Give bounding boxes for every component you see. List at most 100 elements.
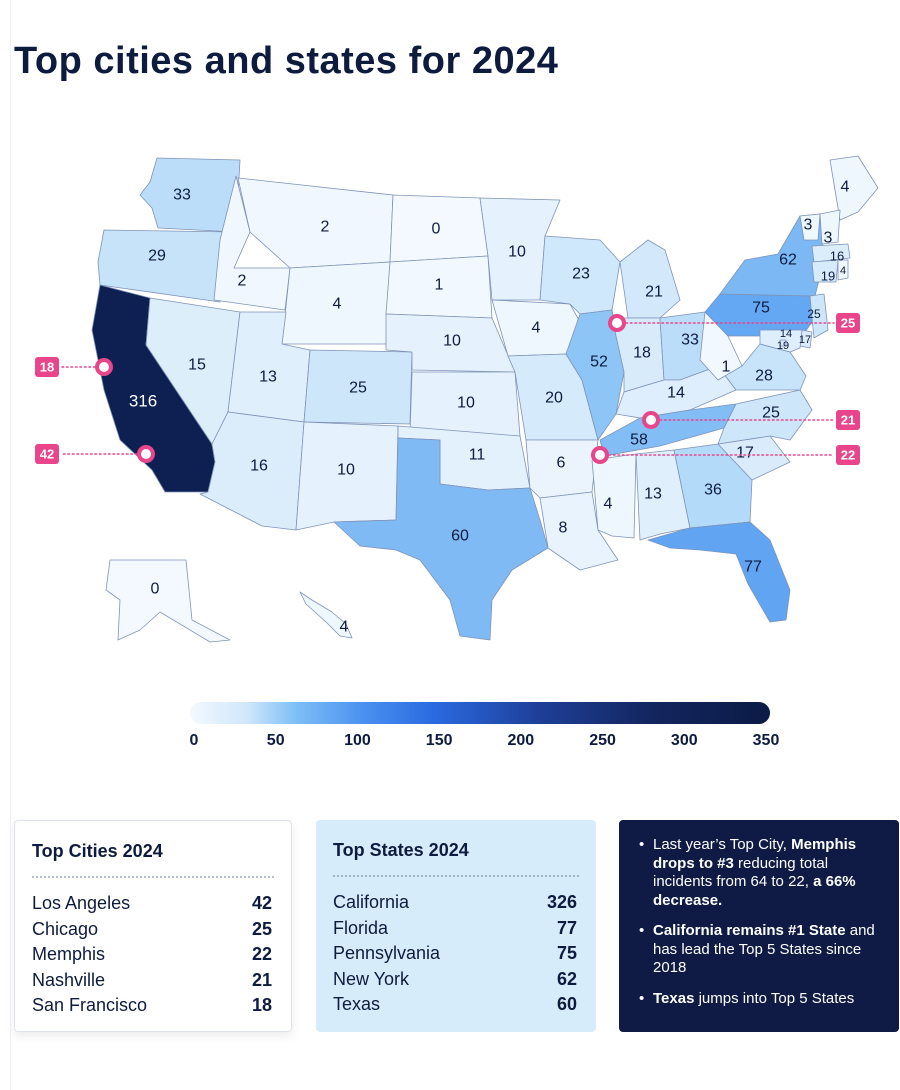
state-value-label: 58 [630,432,648,449]
city-value-label: 18 [40,360,54,375]
city-value-label: 42 [40,447,54,462]
state-value-label: 20 [545,390,563,407]
state-or [97,229,237,303]
state-va [717,343,807,391]
state-value-label: 25 [807,307,821,321]
city-pin [591,446,609,464]
city-pin [642,411,660,429]
note-bold: a 66% decrease. [653,873,856,909]
state-value-label: 36 [704,482,722,499]
state-value-label: 1 [722,359,731,376]
state-value-label: 17 [799,334,811,346]
dotted-divider [32,876,274,878]
city-value-badge [836,313,860,333]
state-wa [139,157,241,233]
state-value-label: 0 [151,581,160,598]
states-layer [91,155,879,643]
top-states-card: Top States 2024 California 326 Florida 77 Pe… [316,820,596,1032]
state-ga [673,443,753,529]
highlight-california: California remains #1 State and has lead… [637,922,885,978]
state-ak [105,559,231,643]
ranking-value: 326 [546,892,577,912]
state-value-label: 16 [250,458,268,475]
state-fl [647,521,791,623]
scale-tick-label: 350 [752,732,780,749]
state-value-label: 2 [238,273,247,290]
state-value-label: 77 [744,559,762,576]
scale-tick-label: 100 [344,732,371,749]
top-states-title: Top States 2024 [333,840,469,860]
dotted-divider [333,875,579,877]
note-text: Last year’s Top City, [653,836,792,853]
city-markers-layer: 18 42 25 21 22 [35,313,860,465]
state-value-label: 15 [188,357,206,374]
state-value-label: 17 [736,445,754,462]
ranking-name: Chicago [32,918,99,939]
state-value-label: 11 [469,447,486,464]
color-scale-bar [190,702,770,724]
state-value-label: 25 [762,405,780,422]
state-ct [811,259,839,283]
state-value-label: 19 [777,340,789,352]
scale-tick-label: 50 [266,732,285,749]
ranking-name: Los Angeles [32,893,131,913]
page-edge-rule [10,0,11,1090]
city-marker: 18 [35,357,113,377]
state-value-label: 19 [821,269,835,284]
state-value-label: 52 [590,354,608,371]
us-choropleth-map: 3329316215241316251001101011601042068235… [35,155,879,643]
city-marker: 22 [591,445,860,465]
highlight-memphis: Last year’s Top City, Memphis drops to #… [637,836,885,910]
ranking-name: California [333,892,410,912]
state-value-label: 4 [840,265,846,277]
city-pin [95,358,113,376]
ranking-row: Chicago 25 [32,917,272,943]
state-value-label: 4 [841,179,850,196]
state-value-label: 4 [532,320,541,337]
state-value-label: 16 [830,249,844,264]
page-title: Top cities and states for 2024 [14,40,559,82]
state-value-label: 10 [337,462,355,479]
city-value-badge [35,357,59,377]
ranking-value: 62 [556,968,577,989]
state-value-label: 4 [604,496,613,513]
ranking-value: 22 [251,944,272,964]
state-mt [237,177,394,269]
state-value-label: 62 [779,252,797,269]
state-value-label: 33 [173,187,191,204]
state-value-label: 18 [633,345,651,362]
ranking-name: Nashville [32,969,106,990]
city-value-label: 25 [841,316,855,331]
ranking-value: 60 [556,994,577,1014]
state-nc [717,389,813,445]
state-value-label: 23 [572,266,590,283]
city-value-badge [35,444,59,464]
state-value-label: 14 [667,385,685,402]
state-value-label: 14 [780,328,792,340]
scale-tick-label: 300 [670,732,698,749]
state-value-label: 60 [451,528,469,545]
city-marker: 25 [608,313,860,333]
city-marker: 21 [642,410,860,430]
city-value-label: 21 [841,413,855,428]
ranking-name: Florida [333,917,389,938]
note-text: reducing total incidents from 64 to 22, [653,854,829,891]
ranking-name: New York [333,968,410,989]
ranking-name: San Francisco [32,995,148,1015]
ranking-name: Texas [333,994,381,1014]
note-bold: Memphis drops to #3 [653,836,857,872]
top-cities-card: Top Cities 2024 Los Angeles 42 Chicago 25 Me… [14,820,292,1032]
state-value-label: 29 [148,248,166,265]
state-nj [809,293,829,339]
ranking-value: 75 [556,943,577,963]
ranking-row: California 326 [333,890,577,916]
state-value-label: 13 [259,369,277,386]
highlights-card: Last year’s Top City, Memphis drops to #… [619,820,899,1032]
state-value-label: 4 [333,296,342,313]
city-pin [608,314,626,332]
state-nh [819,209,841,245]
note-bold: California remains #1 State [653,922,846,939]
state-value-label: 4 [340,619,349,636]
city-marker: 42 [35,444,155,464]
state-value-label: 13 [644,486,662,503]
